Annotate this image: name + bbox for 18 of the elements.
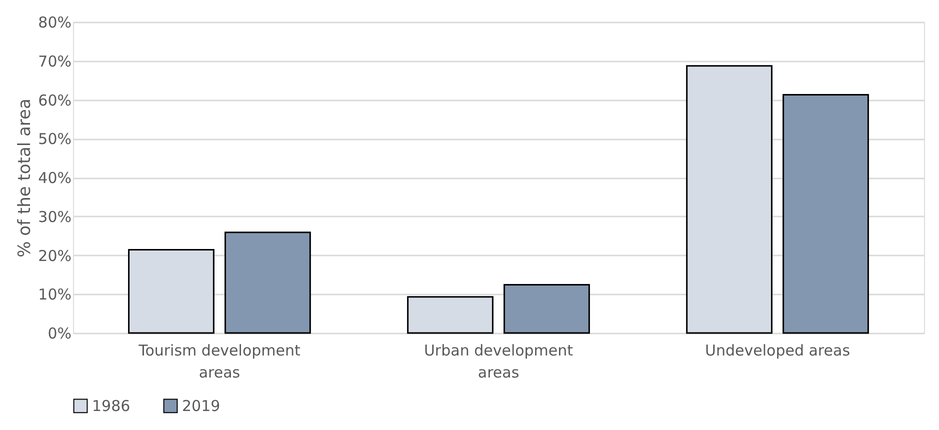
y-tick-label: 40%	[38, 169, 72, 187]
bar	[224, 232, 311, 334]
y-tick-label: 70%	[38, 52, 72, 70]
y-axis-title: % of the total area	[15, 98, 36, 258]
bar	[782, 94, 869, 334]
legend-label: 2019	[182, 396, 220, 415]
y-tick-label: 80%	[38, 14, 72, 32]
y-tick-label: 50%	[38, 130, 72, 148]
y-tick-label: 20%	[38, 246, 72, 265]
legend-label: 1986	[92, 396, 130, 415]
y-tick-label: 10%	[38, 286, 72, 304]
y-tick-label: 30%	[38, 208, 72, 226]
x-tick-label: Undeveloped areas	[705, 342, 850, 360]
bar	[504, 284, 590, 334]
y-tick-label: 60%	[38, 91, 72, 110]
x-tick-label: Tourism development areas	[138, 342, 300, 382]
y-tick-label: 0%	[48, 324, 72, 342]
x-tick-label: Urban development areas	[424, 342, 574, 382]
